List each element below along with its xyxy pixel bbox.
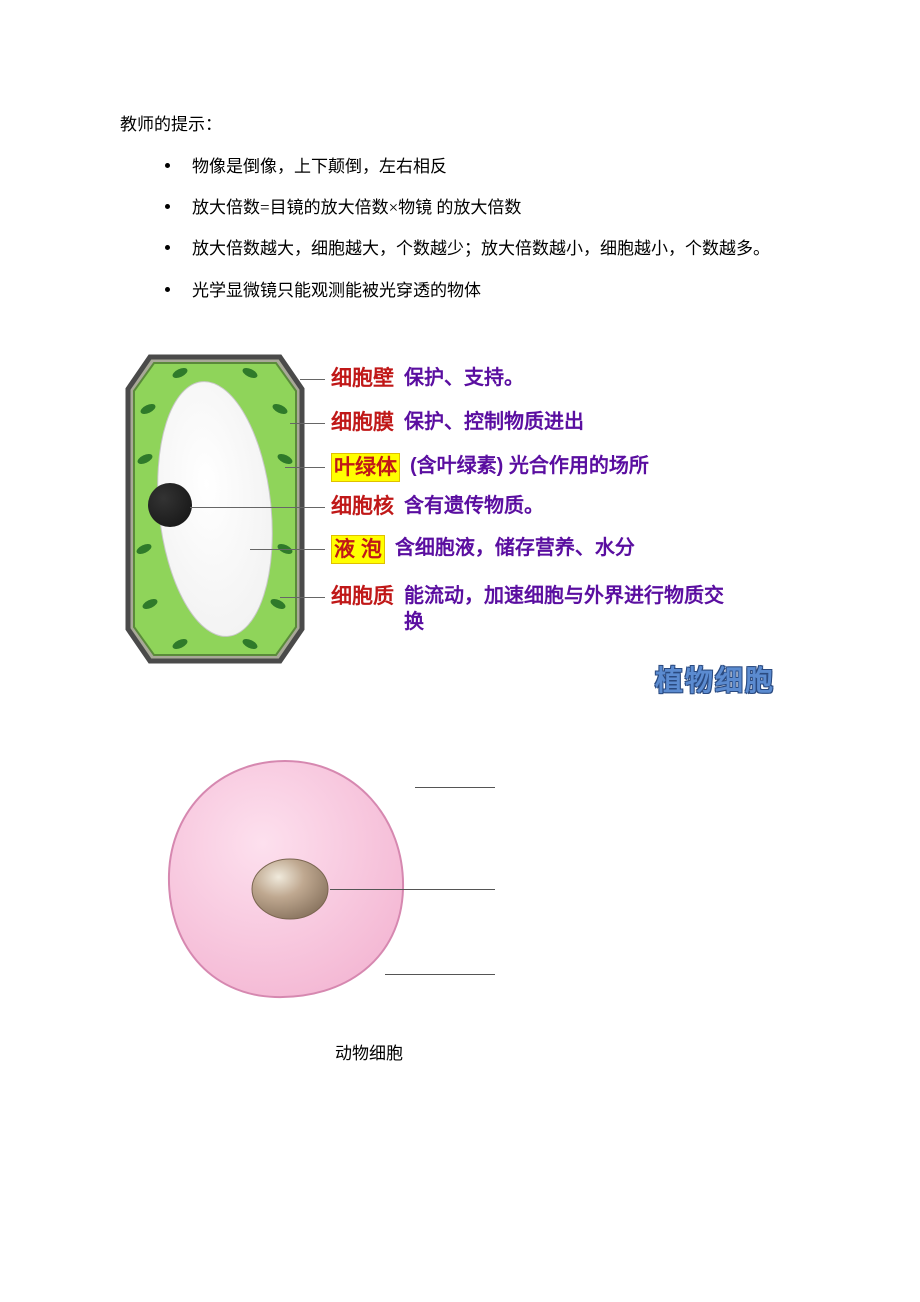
cell-part-description: 能流动，加速细胞与外界进行物质交换 bbox=[404, 583, 734, 635]
tip-item: 物像是倒像，上下颠倒，左右相反 bbox=[165, 153, 800, 180]
cell-part-term: 液 泡 bbox=[331, 535, 385, 564]
plant-cell-title: 植物细胞 bbox=[655, 659, 775, 699]
bullet-dot-icon bbox=[165, 163, 170, 168]
bullet-dot-icon bbox=[165, 204, 170, 209]
leader-line bbox=[300, 379, 325, 380]
teacher-tips-heading: 教师的提示： bbox=[120, 110, 800, 135]
plant-cell-diagram-block: 细胞壁保护、支持。细胞膜保护、控制物质进出叶绿体(含叶绿素) 光合作用的场所细胞… bbox=[120, 349, 800, 709]
tips-list: 物像是倒像，上下颠倒，左右相反放大倍数=目镜的放大倍数×物镜 的放大倍数放大倍数… bbox=[120, 153, 800, 304]
cell-part-label: 细胞核含有遗传物质。 bbox=[331, 493, 801, 520]
tip-item: 光学显微镜只能观测能被光穿透的物体 bbox=[165, 277, 800, 304]
leader-line bbox=[285, 467, 325, 468]
cell-part-term: 细胞壁 bbox=[331, 365, 394, 392]
tip-text: 物像是倒像，上下颠倒，左右相反 bbox=[192, 153, 447, 180]
cell-part-label: 细胞质能流动，加速细胞与外界进行物质交换 bbox=[331, 583, 801, 635]
cell-part-label: 细胞膜保护、控制物质进出 bbox=[331, 409, 801, 436]
bullet-dot-icon bbox=[165, 287, 170, 292]
cell-part-description: 保护、支持。 bbox=[404, 365, 524, 391]
cell-part-description: 含细胞液，储存营养、水分 bbox=[395, 535, 635, 561]
cell-part-description: (含叶绿素) 光合作用的场所 bbox=[410, 453, 649, 479]
tip-text: 放大倍数越大，细胞越大，个数越少；放大倍数越小，细胞越小，个数越多。 bbox=[192, 235, 770, 262]
tip-item: 放大倍数=目镜的放大倍数×物镜 的放大倍数 bbox=[165, 194, 800, 221]
animal-cell-caption: 动物细胞 bbox=[335, 1039, 403, 1064]
cell-part-label: 液 泡含细胞液，储存营养、水分 bbox=[331, 535, 801, 564]
cell-part-description: 含有遗传物质。 bbox=[404, 493, 544, 519]
plant-cell-illustration bbox=[120, 349, 310, 669]
leader-line bbox=[190, 507, 325, 508]
cell-part-term: 细胞膜 bbox=[331, 409, 394, 436]
tip-text: 光学显微镜只能观测能被光穿透的物体 bbox=[192, 277, 481, 304]
leader-line bbox=[415, 787, 495, 788]
leader-line bbox=[385, 974, 495, 975]
cell-part-description: 保护、控制物质进出 bbox=[404, 409, 584, 435]
cell-part-label: 叶绿体 (含叶绿素) 光合作用的场所 bbox=[331, 453, 801, 482]
cell-part-term: 叶绿体 bbox=[331, 453, 400, 482]
animal-cell-illustration bbox=[155, 749, 415, 1009]
leader-line bbox=[280, 597, 325, 598]
tip-text: 放大倍数=目镜的放大倍数×物镜 的放大倍数 bbox=[192, 194, 521, 221]
cell-part-term: 细胞核 bbox=[331, 493, 394, 520]
cell-part-term: 细胞质 bbox=[331, 583, 394, 610]
animal-cell-diagram-block: 动物细胞 bbox=[120, 749, 800, 1079]
leader-line bbox=[250, 549, 325, 550]
tip-item: 放大倍数越大，细胞越大，个数越少；放大倍数越小，细胞越小，个数越多。 bbox=[165, 235, 800, 262]
leader-line bbox=[330, 889, 495, 890]
leader-line bbox=[290, 423, 325, 424]
cell-part-label: 细胞壁保护、支持。 bbox=[331, 365, 801, 392]
bullet-dot-icon bbox=[165, 245, 170, 250]
